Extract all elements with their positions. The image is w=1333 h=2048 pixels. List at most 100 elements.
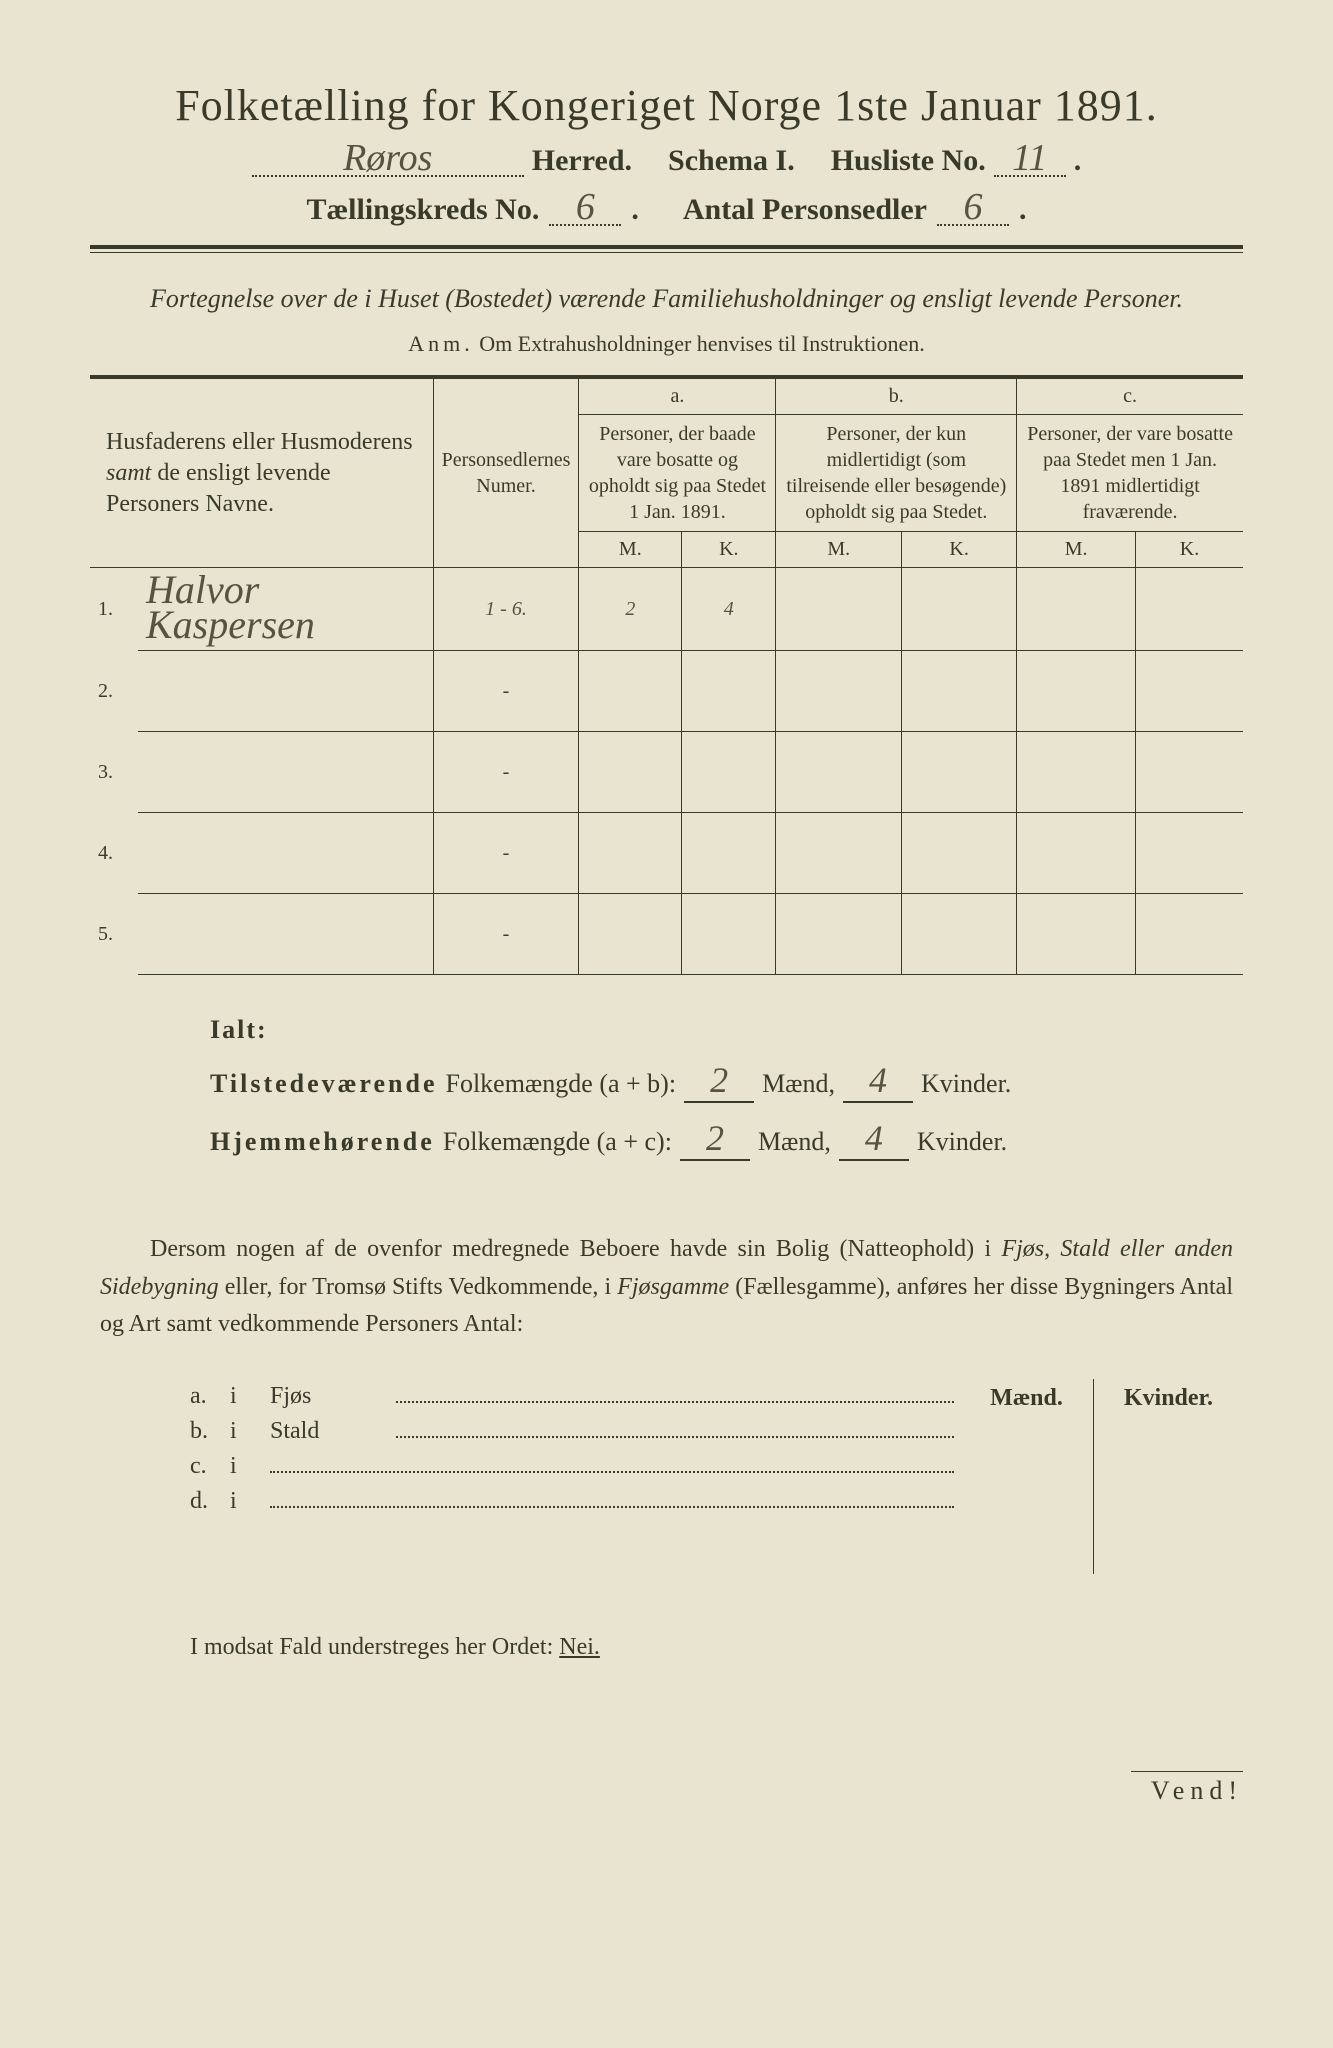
tilstedevaerende-label: Tilstedeværende (210, 1069, 437, 1099)
a-k-header: K. (682, 532, 776, 568)
row-4-bK (902, 813, 1017, 894)
mk-d-m (960, 1535, 1093, 1574)
row-4-num: 4. (90, 813, 138, 894)
row-3-bK (902, 732, 1017, 813)
row-1-bK (902, 568, 1017, 651)
abcd-row-d: d. i (190, 1488, 960, 1515)
abcd-a-dots (396, 1384, 954, 1403)
col-c-label: c. (1017, 377, 1243, 415)
row-2-aK (682, 651, 776, 732)
b-m-header: M. (776, 532, 902, 568)
row-3-numer: - (433, 732, 579, 813)
abcd-b-dots (396, 1419, 954, 1438)
abcd-list: a. i Fjøs b. i Stald c. i d. i (190, 1383, 960, 1523)
col-b-label: b. (776, 377, 1017, 415)
abcd-a-i: i (230, 1383, 270, 1410)
nei-word: Nei. (559, 1634, 600, 1660)
row-5-num: 5. (90, 894, 138, 975)
mk-c-m (960, 1496, 1093, 1535)
b-k-header: K. (902, 532, 1017, 568)
antal-dot: . (1019, 193, 1027, 227)
anm-label: Anm. (408, 331, 474, 356)
abcd-d-i: i (230, 1488, 270, 1515)
row-2-cK (1136, 651, 1243, 732)
kreds-value: 6 (549, 190, 621, 226)
row-3-bM (776, 732, 902, 813)
abcd-d-dots (270, 1489, 954, 1508)
a-m-header: M. (579, 532, 682, 568)
total-ac-k: 4 (839, 1117, 909, 1161)
totals-line-2: Hjemmehørende Folkemængde (a + c): 2 Mæn… (210, 1117, 1243, 1161)
row-4-numer: - (433, 813, 579, 894)
col-a-label: a. (579, 377, 776, 415)
nei-line: I modsat Fald understreges her Ordet: Ne… (190, 1634, 1243, 1661)
col-numer-header: Personsedlernes Numer. (433, 377, 579, 568)
maend-label-2: Mænd, (758, 1127, 831, 1157)
row-2-cM (1017, 651, 1136, 732)
total-ab-k: 4 (843, 1059, 913, 1103)
c-m-header: M. (1017, 532, 1136, 568)
antal-value: 6 (937, 190, 1009, 226)
abcd-a-letter: a. (190, 1383, 230, 1410)
totals-block: Ialt: Tilstedeværende Folkemængde (a + b… (210, 1015, 1243, 1161)
row-2-num: 2. (90, 651, 138, 732)
row-5-numer: - (433, 894, 579, 975)
mk-a-m (960, 1418, 1093, 1457)
total-ac-m: 2 (680, 1117, 750, 1161)
row-3-cM (1017, 732, 1136, 813)
herred-label: Herred. (532, 144, 632, 178)
row-4-cK (1136, 813, 1243, 894)
census-form-page: Folketælling for Kongeriget Norge 1ste J… (0, 0, 1333, 2048)
abcd-b-letter: b. (190, 1418, 230, 1445)
herred-value: Røros (252, 141, 524, 177)
abcd-row-a: a. i Fjøs (190, 1383, 960, 1410)
col-name-header: Husfaderens eller Husmoderens samt de en… (106, 429, 413, 517)
kreds-dot: . (631, 193, 639, 227)
mk-d-k (1093, 1535, 1243, 1574)
kreds-label: Tællingskreds No. (307, 193, 540, 227)
row-4-bM (776, 813, 902, 894)
dwelling-paragraph: Dersom nogen af de ovenfor medregnede Be… (100, 1231, 1233, 1343)
header-line-herred: Røros Herred. Schema I. Husliste No. 11 … (90, 141, 1243, 178)
kvinder-label-2: Kvinder. (917, 1127, 1007, 1157)
abcd-row-b: b. i Stald (190, 1418, 960, 1445)
row-4-aK (682, 813, 776, 894)
mk-c-k (1093, 1496, 1243, 1535)
page-title: Folketælling for Kongeriget Norge 1ste J… (90, 80, 1243, 131)
col-c-desc: Personer, der vare bosatte paa Stedet me… (1017, 415, 1243, 532)
row-5-bK (902, 894, 1017, 975)
row-5-aM (579, 894, 682, 975)
row-1-name: Halvor Kaspersen (146, 567, 315, 647)
row-1-bM (776, 568, 902, 651)
abcd-d-letter: d. (190, 1488, 230, 1515)
total-ab-m: 2 (684, 1059, 754, 1103)
header-line-kreds: Tællingskreds No. 6 . Antal Personsedler… (90, 190, 1243, 227)
ialt-label: Ialt: (210, 1015, 1243, 1045)
folkemaengde-ac: Folkemængde (a + c): (443, 1127, 672, 1157)
row-2-numer: - (433, 651, 579, 732)
col-b-desc: Personer, der kun midlertidigt (som tilr… (776, 415, 1017, 532)
hjemmehorende-label: Hjemmehørende (210, 1127, 435, 1157)
row-3-aM (579, 732, 682, 813)
c-k-header: K. (1136, 532, 1243, 568)
row-5-cK (1136, 894, 1243, 975)
antal-label: Antal Personsedler (683, 193, 927, 227)
husliste-value: 11 (994, 141, 1066, 177)
household-table: Husfaderens eller Husmoderens samt de en… (90, 375, 1243, 975)
subtitle: Fortegnelse over de i Huset (Bostedet) v… (130, 281, 1203, 317)
row-1-aM: 2 (579, 568, 682, 651)
abcd-b-label: Stald (270, 1418, 390, 1445)
row-1-numer: 1 - 6. (433, 568, 579, 651)
row-2-aM (579, 651, 682, 732)
abcd-row-c: c. i (190, 1453, 960, 1480)
mk-columns: Mænd.Kvinder. (960, 1379, 1243, 1574)
husliste-label: Husliste No. (831, 144, 986, 178)
abcd-b-i: i (230, 1418, 270, 1445)
row-3-aK (682, 732, 776, 813)
row-5-bM (776, 894, 902, 975)
row-2-bK (902, 651, 1017, 732)
row-2-bM (776, 651, 902, 732)
row-1-cK (1136, 568, 1243, 651)
abcd-c-dots (270, 1454, 954, 1473)
vend-label: Vend! (1131, 1771, 1243, 1806)
